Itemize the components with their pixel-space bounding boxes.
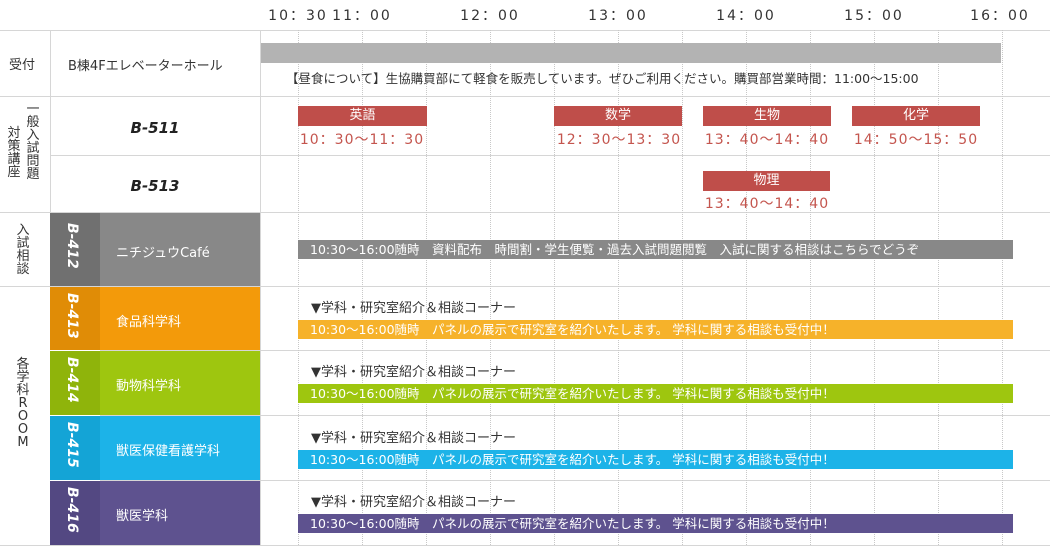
- divider: [100, 350, 1050, 351]
- room-b415: B-415: [64, 422, 80, 468]
- time-gridline: [746, 30, 747, 545]
- divider: [0, 96, 1050, 97]
- dept-cell-nursing[interactable]: 獣医保健看護学科: [100, 416, 260, 480]
- dept-heading: ▼学科・研究室紹介＆相談コーナー: [311, 301, 516, 316]
- room-cell-b412: B-412: [50, 213, 100, 286]
- dept-bar-nursing: 10:30〜16:00随時 パネルの展示で研究室を紹介いたします。 学科に関する…: [298, 450, 1013, 469]
- divider: [0, 286, 1050, 287]
- room-b412: B-412: [64, 223, 80, 269]
- room-b414: B-414: [64, 357, 80, 403]
- time-gridline: [298, 30, 299, 545]
- room-cell-b414: B-414: [50, 351, 100, 415]
- reception-bar: [261, 43, 1001, 63]
- time-label: 10：30: [268, 8, 328, 24]
- time-label: 13：00: [588, 8, 648, 24]
- time-gridline: [426, 30, 427, 545]
- subject-physics-time: 13：40〜14：40: [704, 196, 830, 212]
- time-gridline: [938, 30, 939, 545]
- consult-place-cell: ニチジュウCafé: [100, 213, 260, 286]
- divider: [0, 212, 1050, 213]
- dept-heading: ▼学科・研究室紹介＆相談コーナー: [311, 431, 516, 446]
- room-cell-b413: B-413: [50, 287, 100, 350]
- time-gridline: [618, 30, 619, 545]
- dept-cell-food[interactable]: 食品科学科: [100, 287, 260, 350]
- time-gridline: [362, 30, 363, 545]
- general-exam-label-col2: 対策講座: [7, 126, 21, 180]
- time-label: 15：00: [844, 8, 904, 24]
- consult-label: 入試相談: [16, 223, 30, 277]
- divider: [50, 30, 51, 212]
- subject-biology-time: 13：40〜14：40: [704, 132, 830, 148]
- divider: [100, 415, 1050, 416]
- consult-bar: 10:30〜16:00随時 資料配布 時間割・学生便覧・過去入試問題閲覧 入試に…: [298, 240, 1013, 259]
- subject-physics[interactable]: 物理: [703, 171, 830, 191]
- subject-english-time: 10：30〜11：30: [299, 132, 425, 148]
- dept-heading: ▼学科・研究室紹介＆相談コーナー: [311, 365, 516, 380]
- lunch-note: 【昼食について】生協購買部にて軽食を販売しています。ぜひご利用ください。購買部営…: [286, 71, 919, 86]
- subject-english[interactable]: 英語: [298, 106, 427, 126]
- time-label: 11：00: [332, 8, 392, 24]
- reception-label: 受付: [9, 58, 36, 73]
- reception-place: B棟4Fエレベーターホール: [68, 59, 223, 74]
- time-gridline: [1002, 30, 1003, 545]
- dept-heading: ▼学科・研究室紹介＆相談コーナー: [311, 495, 516, 510]
- dept-bar-vet: 10:30〜16:00随時 パネルの展示で研究室を紹介いたします。 学科に関する…: [298, 514, 1013, 533]
- dept-cell-vet[interactable]: 獣医学科: [100, 481, 260, 545]
- dept-vet-nursing: 獣医保健看護学科: [116, 444, 221, 459]
- time-gridline: [490, 30, 491, 545]
- time-gridline: [810, 30, 811, 545]
- divider: [260, 30, 261, 545]
- room-b413: B-413: [64, 293, 80, 339]
- subject-chemistry-time: 14：50〜15：50: [853, 132, 979, 148]
- divider: [0, 30, 1050, 31]
- time-label: 12：00: [460, 8, 520, 24]
- subject-math[interactable]: 数学: [554, 106, 682, 126]
- dept-bar-animal: 10:30〜16:00随時 パネルの展示で研究室を紹介いたします。 学科に関する…: [298, 384, 1013, 403]
- room-b513: B-513: [130, 177, 180, 195]
- divider: [100, 480, 1050, 481]
- time-label: 14：00: [716, 8, 776, 24]
- room-cell-b415: B-415: [50, 416, 100, 480]
- divider: [0, 545, 1050, 546]
- consult-place: ニチジュウCafé: [116, 246, 210, 261]
- room-b511: B-511: [130, 119, 180, 137]
- subject-math-time: 12：30〜13：30: [556, 132, 682, 148]
- general-exam-label-col1: 一般入試問題: [26, 102, 40, 182]
- dept-bar-food: 10:30〜16:00随時 パネルの展示で研究室を紹介いたします。 学科に関する…: [298, 320, 1013, 339]
- subject-biology[interactable]: 生物: [703, 106, 831, 126]
- dept-animal-science: 動物科学科: [116, 379, 182, 394]
- time-label: 16：00: [970, 8, 1030, 24]
- time-gridline: [554, 30, 555, 545]
- subject-chemistry[interactable]: 化学: [852, 106, 980, 126]
- time-gridline: [682, 30, 683, 545]
- dept-cell-animal[interactable]: 動物科学科: [100, 351, 260, 415]
- dept-room-label: 各学科ROOM: [16, 357, 30, 450]
- room-cell-b416: B-416: [50, 481, 100, 545]
- dept-vet-medicine: 獣医学科: [116, 509, 169, 524]
- dept-food-science: 食品科学科: [116, 315, 182, 330]
- room-b416: B-416: [64, 487, 80, 533]
- time-gridline: [874, 30, 875, 545]
- divider: [50, 155, 1050, 156]
